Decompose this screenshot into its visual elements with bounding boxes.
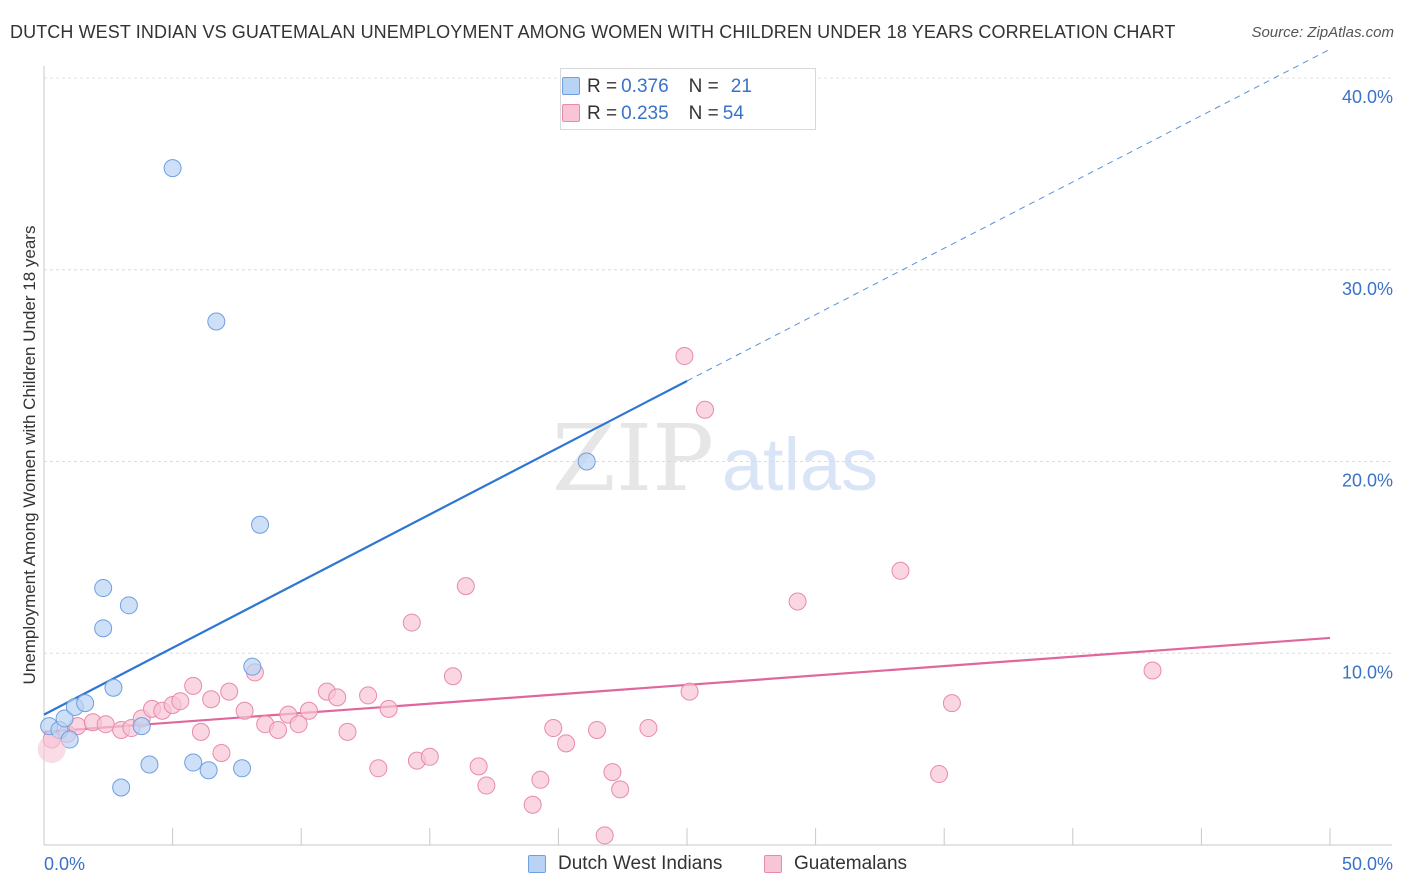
legend-n-value: 21 — [730, 76, 752, 97]
point-guatemalans — [891, 561, 910, 580]
point-guatemalans — [269, 720, 288, 739]
y-tick-label: 40.0% — [1342, 87, 1393, 107]
point-guatemalans — [212, 743, 231, 762]
legend-n-value: 54 — [722, 103, 744, 124]
point-dutch-west-indians — [163, 159, 182, 178]
point-guatemalans — [469, 757, 488, 776]
legend-r-value: 0.376 — [621, 76, 669, 97]
point-guatemalans — [202, 690, 221, 709]
legend-swatch-dutch-west-indians — [528, 855, 546, 873]
point-guatemalans — [942, 694, 961, 713]
point-guatemalans — [184, 676, 203, 695]
point-dutch-west-indians — [132, 717, 151, 736]
y-tick-label: 30.0% — [1342, 279, 1393, 299]
chart-title: DUTCH WEST INDIAN VS GUATEMALAN UNEMPLOY… — [10, 22, 1176, 42]
point-guatemalans — [171, 692, 190, 711]
point-guatemalans — [220, 682, 239, 701]
point-guatemalans — [379, 699, 398, 718]
legend-r-label: R = — [587, 103, 618, 124]
legend-item-dutch-west-indians[interactable]: Dutch West Indians — [528, 852, 722, 876]
point-cluster-guatemalans — [37, 735, 66, 764]
point-guatemalans — [557, 734, 576, 753]
point-dutch-west-indians — [94, 619, 113, 638]
point-dutch-west-indians — [243, 657, 262, 676]
point-guatemalans — [235, 701, 254, 720]
point-guatemalans — [191, 722, 210, 741]
point-guatemalans — [1143, 661, 1162, 680]
point-guatemalans — [788, 592, 807, 611]
point-guatemalans — [531, 770, 550, 789]
point-guatemalans — [299, 701, 318, 720]
legend-label-guatemalans: Guatemalans — [794, 853, 908, 874]
point-guatemalans — [443, 667, 462, 686]
point-dutch-west-indians — [112, 778, 131, 797]
point-guatemalans — [477, 776, 496, 795]
watermark-zip: ZIP — [552, 405, 714, 512]
point-dutch-west-indians — [199, 761, 218, 780]
point-dutch-west-indians — [251, 515, 270, 534]
point-guatemalans — [420, 747, 439, 766]
point-dutch-west-indians — [140, 755, 159, 774]
point-dutch-west-indians — [104, 678, 123, 697]
legend-swatch-guatemalans — [764, 855, 782, 873]
legend-swatch-guatemalans — [562, 104, 580, 122]
legend-r-value: 0.235 — [621, 103, 669, 124]
point-guatemalans — [359, 686, 378, 705]
legend-n-label: N = — [688, 103, 719, 124]
point-guatemalans — [680, 682, 699, 701]
point-guatemalans — [930, 765, 949, 784]
point-guatemalans — [587, 720, 606, 739]
point-dutch-west-indians — [94, 579, 113, 598]
y-tick-label: 10.0% — [1342, 662, 1393, 682]
y-tick-label: 20.0% — [1342, 471, 1393, 491]
point-guatemalans — [289, 715, 308, 734]
x-tick-label: 50.0% — [1342, 854, 1393, 874]
point-dutch-west-indians — [55, 709, 74, 728]
point-guatemalans — [338, 722, 357, 741]
y-axis-label: Unemployment Among Women with Children U… — [20, 225, 39, 685]
x-tick-label: 0.0% — [44, 854, 85, 874]
series-legend: Dutch West Indians Guatemalans — [0, 852, 1406, 876]
legend-row-dutch-west-indians: R = 0.376 N = 21 — [562, 75, 752, 99]
trend-line-dutch-west-indians — [43, 379, 688, 716]
legend-item-guatemalans[interactable]: Guatemalans — [764, 852, 907, 876]
point-guatemalans — [402, 613, 421, 632]
point-dutch-west-indians — [76, 694, 95, 713]
point-guatemalans — [696, 400, 715, 419]
watermark-atlas: atlas — [722, 423, 878, 506]
point-guatemalans — [544, 719, 563, 738]
legend-row-guatemalans: R = 0.235 N = 54 — [562, 102, 744, 126]
legend-n-label: N = — [688, 76, 719, 97]
point-guatemalans — [369, 759, 388, 778]
source-label: Source: ZipAtlas.com — [1251, 24, 1394, 41]
point-guatemalans — [611, 780, 630, 799]
point-dutch-west-indians — [577, 452, 596, 471]
correlation-legend: R = 0.376 N = 21 R = 0.235 N = 54 — [560, 68, 816, 130]
point-guatemalans — [523, 795, 542, 814]
point-dutch-west-indians — [184, 753, 203, 772]
point-guatemalans — [603, 763, 622, 782]
point-guatemalans — [456, 577, 475, 596]
point-dutch-west-indians — [119, 596, 138, 615]
point-guatemalans — [595, 826, 614, 845]
legend-swatch-dutch-west-indians — [562, 77, 580, 95]
point-guatemalans — [639, 719, 658, 738]
point-dutch-west-indians — [233, 759, 252, 778]
point-guatemalans — [96, 715, 115, 734]
legend-r-label: R = — [587, 76, 618, 97]
legend-label-dutch-west-indians: Dutch West Indians — [558, 853, 723, 874]
point-guatemalans — [675, 347, 694, 366]
point-dutch-west-indians — [207, 312, 226, 331]
point-guatemalans — [328, 688, 347, 707]
